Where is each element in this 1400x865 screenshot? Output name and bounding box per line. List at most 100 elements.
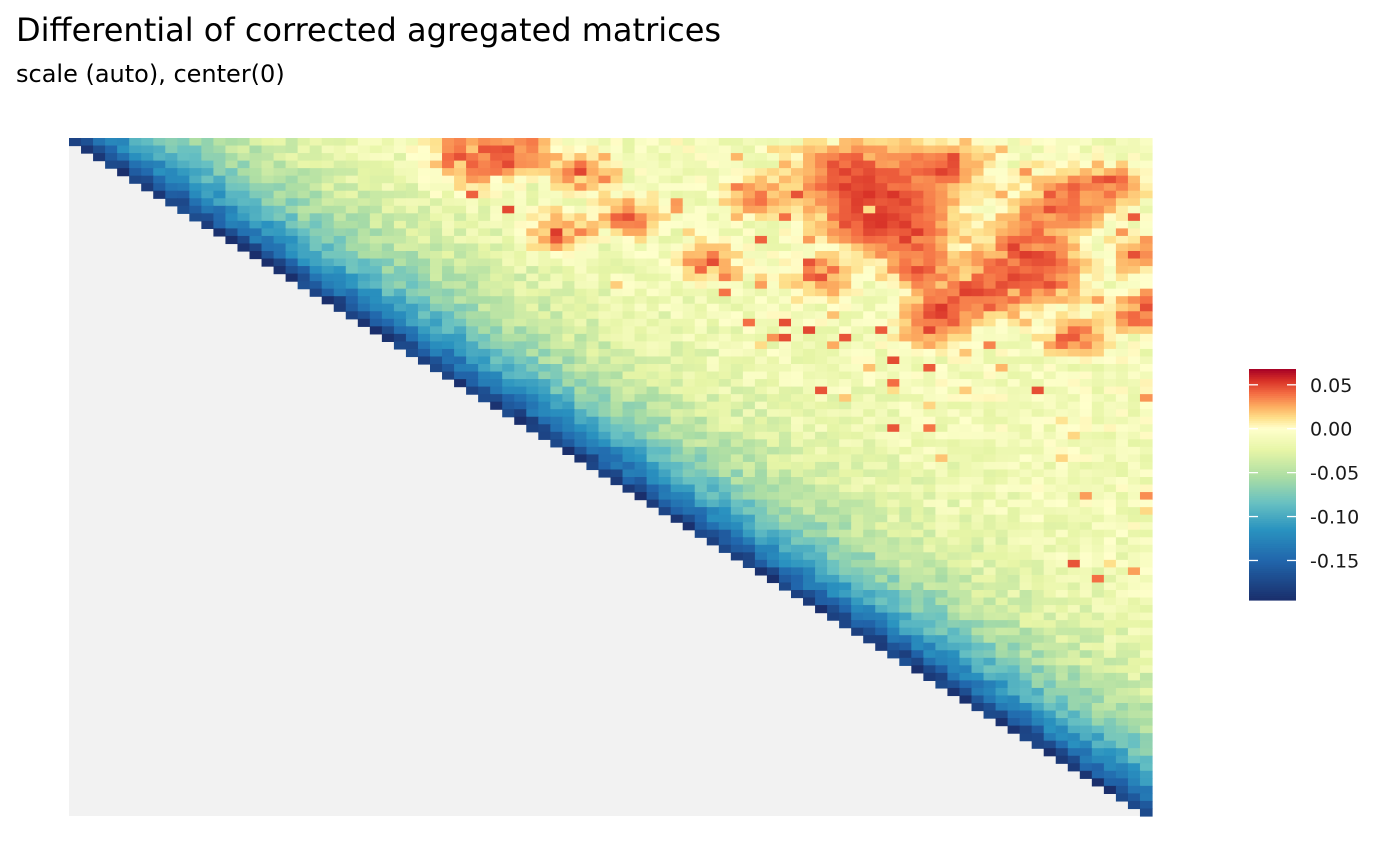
heatmap-cell — [1127, 800, 1141, 810]
heatmap-cell — [863, 635, 876, 644]
heatmap-cell — [634, 220, 648, 229]
heatmap-cell — [983, 220, 997, 229]
heatmap-cell — [610, 243, 624, 252]
heatmap-cell — [851, 243, 864, 252]
heatmap-cell — [851, 499, 864, 508]
heatmap-cell — [562, 220, 575, 229]
heatmap-cell — [1007, 537, 1021, 546]
heatmap-cell — [778, 333, 792, 342]
heatmap-cell — [405, 205, 419, 214]
heatmap-cell — [803, 499, 816, 508]
heatmap-cell — [778, 552, 792, 561]
heatmap-cell — [983, 409, 997, 418]
heatmap-cell — [959, 424, 973, 433]
heatmap-cell — [1019, 537, 1033, 546]
heatmap-cell — [1127, 190, 1141, 199]
heatmap-cell — [923, 326, 936, 335]
heatmap-cell — [610, 145, 624, 154]
heatmap-cell — [658, 175, 672, 184]
heatmap-cell — [706, 446, 720, 455]
heatmap-cell — [911, 665, 924, 674]
colorbar-segment — [1249, 471, 1296, 474]
heatmap-cell — [995, 537, 1009, 546]
heatmap-cell — [947, 552, 961, 561]
heatmap-cell — [706, 469, 720, 478]
heatmap-cell — [815, 567, 828, 576]
heatmap-cell — [778, 567, 792, 576]
heatmap-cell — [754, 537, 768, 546]
heatmap-cell — [971, 544, 985, 553]
heatmap-cell — [778, 537, 792, 546]
heatmap-cell — [273, 213, 287, 222]
heatmap-cell — [598, 228, 612, 237]
heatmap-cell — [550, 168, 563, 177]
heatmap-cell — [1139, 379, 1153, 388]
heatmap-cell — [899, 168, 912, 177]
heatmap-cell — [947, 620, 961, 629]
heatmap-cell — [706, 348, 720, 358]
heatmap-cell — [754, 183, 768, 192]
heatmap-cell — [947, 153, 961, 162]
heatmap-cell — [971, 477, 985, 486]
heatmap-cell — [935, 499, 949, 508]
colorbar-segment — [1249, 582, 1296, 586]
heatmap-cell — [754, 492, 768, 501]
heatmap-cell — [827, 574, 840, 584]
heatmap-cell — [911, 266, 924, 275]
heatmap-cell — [658, 439, 672, 448]
heatmap-cell — [538, 311, 551, 320]
heatmap-cell — [249, 145, 263, 154]
heatmap-cell — [971, 379, 985, 388]
heatmap-cell — [730, 424, 744, 433]
heatmap-cell — [670, 145, 684, 154]
heatmap-cell — [261, 220, 275, 229]
heatmap-cell — [1127, 567, 1141, 576]
heatmap-cell — [863, 303, 876, 312]
heatmap-cell — [815, 205, 828, 214]
heatmap-cell — [1007, 235, 1021, 245]
heatmap-cell — [971, 605, 985, 614]
heatmap-cell — [1115, 718, 1129, 727]
heatmap-cell — [1055, 461, 1069, 471]
heatmap-cell — [851, 492, 864, 501]
heatmap-cell — [165, 168, 178, 177]
heatmap-cell — [803, 341, 816, 350]
heatmap-cell — [1055, 416, 1069, 425]
heatmap-cell — [815, 469, 828, 478]
heatmap-cell — [1127, 778, 1141, 787]
heatmap-cell — [947, 168, 961, 177]
heatmap-cell — [646, 439, 660, 448]
heatmap-cell — [887, 507, 900, 516]
heatmap-cell — [863, 288, 876, 297]
heatmap-cell — [526, 220, 539, 229]
heatmap-cell — [923, 371, 936, 380]
heatmap-cell — [995, 710, 1009, 719]
heatmap-cell — [490, 168, 503, 177]
heatmap-cell — [718, 544, 732, 553]
heatmap-cell — [586, 160, 600, 169]
colorbar-segment — [1249, 517, 1296, 520]
heatmap-cell — [165, 198, 178, 207]
heatmap-cell — [959, 590, 973, 599]
heatmap-cell — [803, 243, 816, 252]
heatmap-cell — [189, 160, 202, 169]
heatmap-cell — [766, 454, 780, 463]
heatmap-cell — [1115, 477, 1129, 486]
heatmap-cell — [935, 522, 949, 531]
heatmap-cell — [959, 484, 973, 493]
heatmap-cell — [766, 145, 780, 154]
heatmap-cell — [995, 326, 1009, 335]
heatmap-cell — [357, 145, 371, 154]
heatmap-cell — [742, 379, 756, 388]
heatmap-cell — [959, 198, 973, 207]
heatmap-cell — [1055, 733, 1069, 742]
heatmap-cell — [875, 537, 888, 546]
heatmap-cell — [766, 333, 780, 342]
heatmap-cell — [646, 190, 660, 199]
heatmap-cell — [1091, 605, 1105, 614]
heatmap-cell — [995, 303, 1009, 312]
heatmap-cell — [742, 394, 756, 403]
heatmap-cell — [863, 228, 876, 237]
heatmap-cell — [1043, 642, 1057, 651]
heatmap-cell — [1091, 401, 1105, 410]
